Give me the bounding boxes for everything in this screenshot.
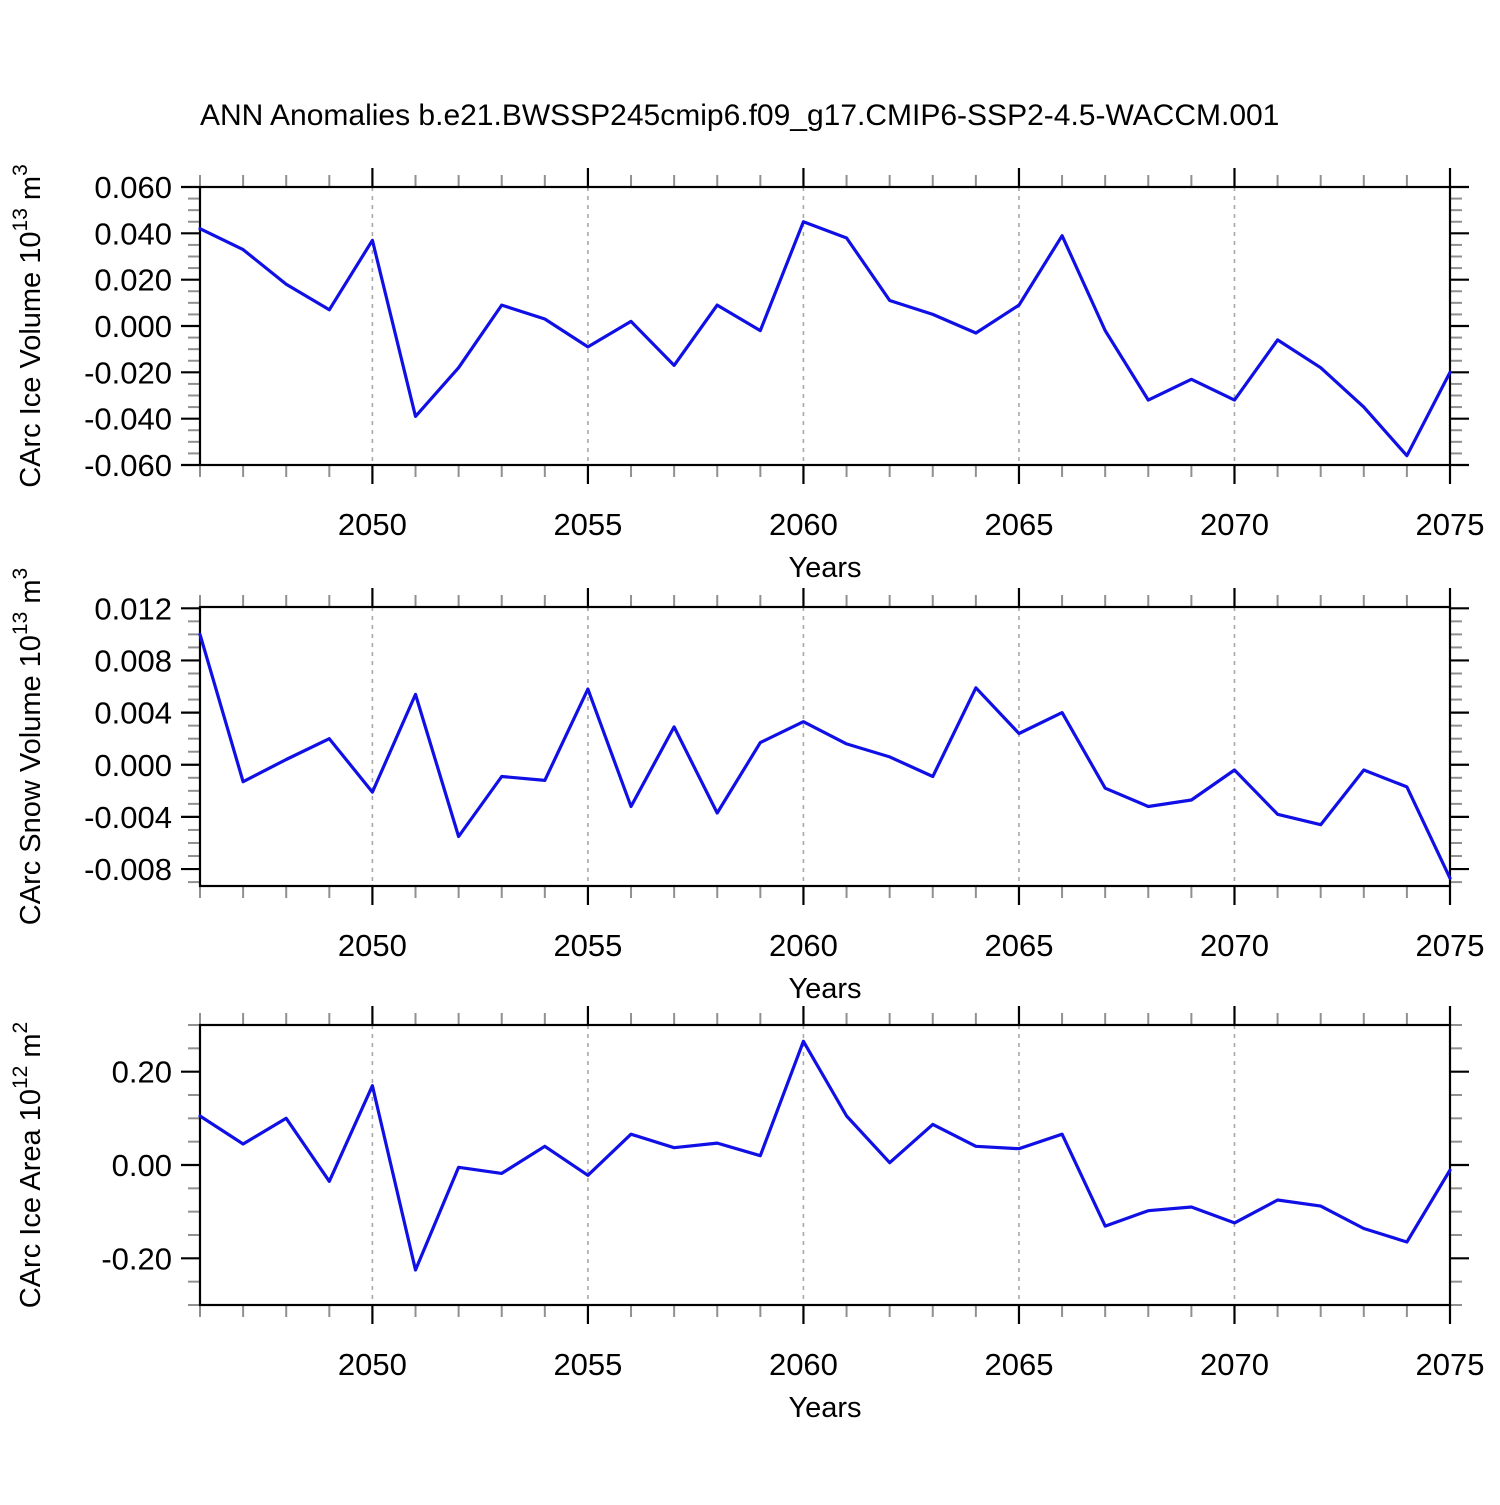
y-tick-label: 0.040	[94, 216, 172, 251]
y-tick-label: -0.040	[84, 402, 172, 437]
carc-ice-volume-line	[198, 220, 1452, 458]
y-axis-label: CArc Ice Area 1012 m2	[9, 1022, 47, 1308]
plot-frame	[198, 605, 1452, 888]
y-tick-label: 0.012	[94, 591, 172, 626]
x-axis-label: Years	[788, 973, 861, 1005]
x-tick-label: 2065	[984, 928, 1053, 963]
x-tick-label: 2050	[338, 1347, 407, 1382]
x-tick-label: 2065	[984, 507, 1053, 542]
y-tick-label: 0.020	[94, 263, 172, 298]
x-tick-label: 2060	[769, 507, 838, 542]
x-tick-label: 2055	[553, 928, 622, 963]
x-tick-label: 2065	[984, 1347, 1053, 1382]
y-tick-label: 0.060	[94, 170, 172, 205]
x-tick-label: 2055	[553, 1347, 622, 1382]
y-tick-label: -0.020	[84, 355, 172, 390]
y-axis-label: CArc Ice Volume 1013 m3	[9, 164, 47, 488]
chart-title: ANN Anomalies b.e21.BWSSP245cmip6.f09_g1…	[200, 99, 1279, 132]
panel-carc-ice-volume: 0.060 0.040 0.020 0.000 -0.020 -0.040 -0.060 20…	[9, 164, 1484, 584]
x-tick-label: 2055	[553, 507, 622, 542]
x-tick-label: 2075	[1416, 507, 1485, 542]
x-tick-label: 2060	[769, 1347, 838, 1382]
y-tick-label: 0.20	[112, 1055, 172, 1090]
panel-carc-ice-area: 0.20 0.00 -0.20 2050 2055 2060 2065 2070 2075 Yea…	[9, 1006, 1484, 1424]
y-axis-label: CArc Snow Volume 1013 m3	[9, 568, 47, 925]
carc-snow-volume-line	[198, 632, 1452, 880]
y-tick-label: 0.000	[94, 309, 172, 344]
x-tick-label: 2050	[338, 507, 407, 542]
x-tick-label: 2060	[769, 928, 838, 963]
plot-frame	[198, 1023, 1452, 1307]
x-tick-label: 2075	[1416, 1347, 1485, 1382]
carc-ice-area-line	[198, 1039, 1452, 1272]
x-tick-label: 2050	[338, 928, 407, 963]
y-tick-label: 0.004	[94, 696, 172, 731]
y-tick-label: 0.008	[94, 643, 172, 678]
x-tick-label: 2070	[1200, 928, 1269, 963]
y-tick-label: -0.060	[84, 448, 172, 483]
x-tick-label: 2070	[1200, 507, 1269, 542]
y-tick-label: -0.20	[101, 1241, 172, 1276]
y-tick-label: 0.000	[94, 748, 172, 783]
x-tick-label: 2075	[1416, 928, 1485, 963]
panel-carc-snow-volume: 0.012 0.008 0.004 0.000 -0.004 -0.008 2050 2055…	[9, 568, 1484, 1005]
y-tick-label: 0.00	[112, 1148, 172, 1183]
panels: 0.060 0.040 0.020 0.000 -0.020 -0.040 -0.060 20…	[9, 164, 1484, 1424]
plot-frame	[198, 185, 1452, 467]
x-tick-label: 2070	[1200, 1347, 1269, 1382]
x-axis-label: Years	[788, 552, 861, 584]
y-tick-label: -0.008	[84, 852, 172, 887]
y-tick-label: -0.004	[84, 800, 172, 835]
x-axis-label: Years	[788, 1392, 861, 1424]
